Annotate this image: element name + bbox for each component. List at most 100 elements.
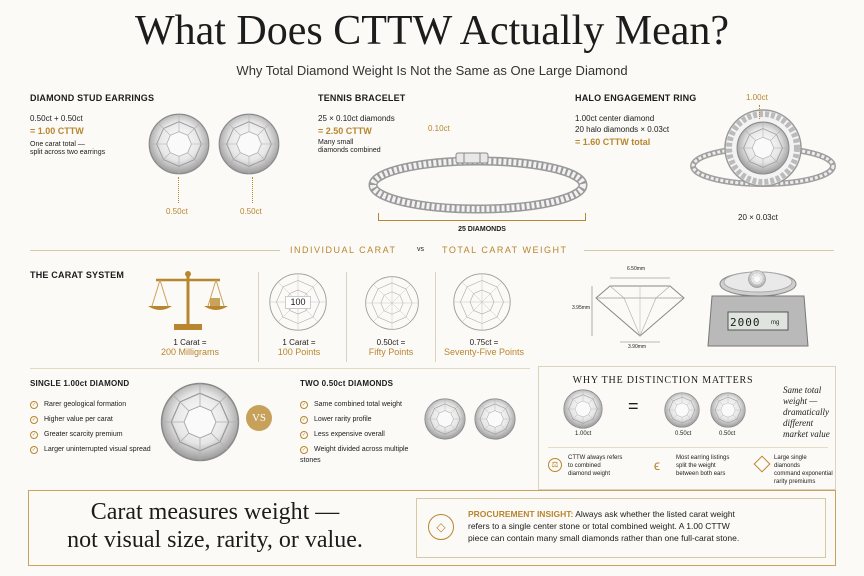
dim-side-label: 3.95mm	[572, 305, 591, 311]
studs-result: = 1.00 CTTW	[30, 126, 84, 136]
halo-bottom-label: 20 × 0.03ct	[738, 213, 778, 222]
check-icon: ✓	[30, 431, 38, 439]
halo-ring-illustration	[690, 109, 836, 187]
two-item-4: ✓ Weight divided across multiple stones	[300, 445, 430, 464]
halo-line-2: 20 halo diamonds × 0.03ct	[575, 125, 670, 134]
carat-sep-2	[346, 272, 347, 362]
note-1-line-1: CTTW always refers	[568, 455, 623, 461]
divider-right-label: TOTAL CARAT WEIGHT	[442, 245, 568, 255]
two-item-3-label: Less expensive overall	[314, 431, 385, 438]
carat-item-2: 1 Carat = 100 Points	[255, 338, 343, 357]
bracelet-bracket	[378, 213, 586, 221]
balance-scale-icon	[148, 271, 228, 330]
diamond-insight-icon: ◇	[428, 514, 454, 540]
bracelet-note-2: diamonds combined	[318, 147, 381, 154]
studs-section: DIAMOND STUD EARRINGS 0.50ct + 0.50ct = …	[30, 93, 160, 157]
check-icon: ✓	[30, 416, 38, 424]
check-icon: ✓	[30, 401, 38, 409]
stud-diamond-right	[218, 113, 280, 175]
divider-line-right	[584, 250, 834, 251]
bracelet-note-1: Many small	[318, 139, 354, 146]
halo-line-1: 1.00ct center diamond	[575, 114, 655, 123]
stud-label-left: 0.50ct	[166, 207, 188, 216]
bracelet-result: = 2.50 CTTW	[318, 126, 372, 136]
tagline-line-1: Carat measures weight —	[90, 499, 340, 525]
dim-bottom-label: 3.90mm	[628, 344, 647, 350]
distinction-note-2: Most earring listings split the weight b…	[676, 454, 750, 478]
two-item-2-label: Lower rarity profile	[314, 416, 372, 423]
check-icon: ✓	[300, 416, 308, 424]
scale-icon: ⚖	[548, 458, 562, 472]
insight-box	[416, 498, 826, 558]
seventy-five-points-diamond-icon	[452, 272, 512, 332]
single-list: ✓ Rarer geological formation ✓ Higher valu…	[30, 400, 160, 460]
carat-item-4-line1: 0.75ct =	[469, 338, 499, 347]
single-item-4-label: Larger uninterrupted visual spread	[44, 446, 151, 453]
single-item-4: ✓ Larger uninterrupted visual spread	[30, 445, 160, 460]
distinction-heading: WHY THE DISTINCTION MATTERS	[572, 375, 754, 386]
mid-rule	[30, 368, 530, 369]
vs-badge: VS	[246, 405, 272, 431]
distinction-one-carat-diamond	[563, 389, 603, 429]
distinction-left-label: 1.00ct	[575, 431, 592, 437]
note-3-line-1: Large single diamonds	[774, 455, 807, 469]
page-subtitle: Why Total Diamond Weight Is Not the Same…	[236, 63, 628, 78]
stud-pointer-right	[252, 177, 253, 203]
carat-item-1-line1: 1 Carat =	[173, 338, 207, 347]
two-item-1-label: Same combined total weight	[314, 401, 402, 408]
divider-vs: vs	[417, 246, 424, 253]
distinction-half-diamond-2	[710, 392, 746, 428]
two-list: ✓ Same combined total weight ✓ Lower rarit…	[300, 400, 430, 464]
note-2-line-3: between both ears	[676, 471, 726, 477]
quote-line-1: Same total	[783, 385, 822, 395]
single-heading: SINGLE 1.00ct DIAMOND	[30, 379, 130, 388]
quote-line-2: weight —	[783, 396, 818, 406]
check-icon: ✓	[300, 431, 308, 439]
note-1-line-3: diamond weight	[568, 471, 611, 477]
check-icon: ✓	[300, 446, 308, 454]
bracelet-stone-label: 0.10ct	[428, 124, 450, 133]
check-icon: ✓	[300, 401, 308, 409]
carat-item-1: 1 Carat = 200 Milligrams	[145, 338, 235, 357]
scale-readout: 2000	[730, 316, 761, 329]
distinction-right-label-b: 0.50ct	[719, 431, 736, 437]
single-item-1: ✓ Rarer geological formation	[30, 400, 160, 415]
bracelet-section: TENNIS BRACELET 25 × 0.10ct diamonds = 2…	[318, 93, 448, 155]
note-3-line-2: command exponential	[774, 471, 833, 477]
carat-sep-3	[435, 272, 436, 362]
half-carat-diamond-2	[474, 398, 516, 440]
insight-line-2: refers to a single center stone or total…	[468, 521, 730, 531]
carat-item-3-line1: 0.50ct =	[376, 338, 406, 347]
footer-panel	[28, 490, 836, 566]
carat-item-2-line2: 100 Points	[277, 347, 321, 357]
distinction-note-3: Large single diamonds command exponentia…	[774, 454, 834, 486]
bracelet-formula: 25 × 0.10ct diamonds	[318, 114, 395, 123]
distinction-quote: Same total weight — dramatically differe…	[783, 385, 835, 440]
insight-text: PROCUREMENT INSIGHT: Always ask whether …	[468, 508, 820, 544]
points-badge: 100	[285, 296, 311, 309]
dim-top-label: 6.50mm	[627, 266, 646, 272]
halo-top-pointer	[759, 105, 760, 119]
quote-line-4: different	[783, 418, 814, 428]
halo-top-label: 1.00ct	[746, 93, 768, 102]
bracelet-count-label: 25 DIAMONDS	[458, 226, 506, 233]
distinction-equals: =	[628, 396, 639, 416]
note-3-line-3: rarity premiums	[774, 479, 816, 485]
carat-item-4: 0.75ct = Seventy-Five Points	[436, 338, 532, 357]
diamond-profile-diagram	[591, 277, 685, 343]
tennis-bracelet-illustration	[368, 152, 588, 214]
single-diamond-large	[160, 382, 240, 462]
note-2-line-2: split the weight	[676, 463, 716, 469]
note-2-line-1: Most earring listings	[676, 455, 730, 461]
stud-diamond-left	[148, 113, 210, 175]
two-item-1: ✓ Same combined total weight	[300, 400, 430, 415]
two-item-3: ✓ Less expensive overall	[300, 430, 430, 445]
page-title: What Does CTTW Actually Mean?	[134, 8, 730, 54]
check-icon: ✓	[30, 446, 38, 454]
insight-line-1: Always ask whether the listed carat weig…	[575, 509, 735, 519]
studs-heading: DIAMOND STUD EARRINGS	[30, 93, 155, 103]
carat-system-heading: THE CARAT SYSTEM	[30, 270, 125, 280]
two-item-4-label: Weight divided across multiple stones	[300, 446, 409, 464]
carat-item-2-line1: 1 Carat =	[282, 338, 316, 347]
distinction-panel	[538, 366, 836, 490]
